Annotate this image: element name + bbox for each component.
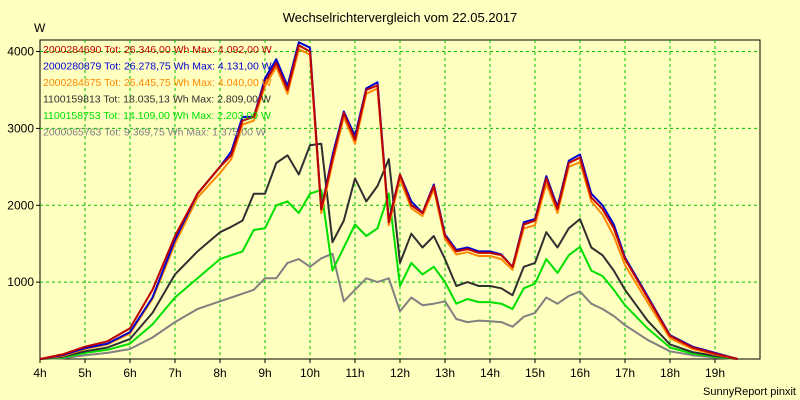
series-line [39, 142, 738, 360]
series-line [39, 44, 738, 360]
x-tick-label: 9h [258, 366, 271, 380]
x-tick-label: 4h [33, 366, 46, 380]
series-line [39, 48, 738, 360]
series-lines [39, 41, 738, 360]
series-line [39, 188, 738, 360]
x-tick-label: 5h [78, 366, 91, 380]
y-ticks: 1000 2000 3000 4000 [7, 45, 40, 289]
chart-title: Wechselrichtervergleich vom 22.05.2017 [283, 10, 518, 25]
y-tick-label: 1000 [7, 275, 34, 289]
legend-entry: 2000065763 Tot: 9.369,75 Wh Max: 1.375,0… [43, 127, 266, 139]
legend-entry: 2000280879 Tot: 26.278,75 Wh Max: 4.131,… [43, 61, 272, 73]
legend: 2000284690 Tot: 26.346,00 Wh Max: 4.092,… [43, 44, 272, 139]
y-tick-label: 2000 [7, 198, 34, 212]
y-tick-label: 3000 [7, 121, 34, 135]
x-tick-label: 11h [345, 366, 364, 380]
legend-entry: 2000284675 Tot: 25.445,75 Wh Max: 4.040,… [43, 77, 272, 89]
x-tick-label: 16h [570, 366, 590, 380]
x-tick-label: 14h [480, 366, 500, 380]
x-tick-label: 19h [705, 366, 725, 380]
x-tick-label: 17h [615, 366, 635, 380]
x-ticks: 4h 5h 6h 7h 8h 9h 10h 11h 12h 13h 14h 15h 16h 17h 18h 1… [33, 359, 725, 380]
x-tick-label: 18h [660, 366, 680, 380]
x-tick-label: 8h [213, 366, 226, 380]
x-tick-label: 13h [435, 366, 455, 380]
x-tick-label: 12h [390, 366, 410, 380]
x-tick-label: 7h [168, 366, 181, 380]
y-axis-unit: W [34, 21, 46, 35]
x-tick-label: 6h [123, 366, 136, 380]
y-tick-label: 4000 [7, 45, 34, 59]
chart-footer: SunnyReport pinxit [703, 386, 796, 398]
x-tick-label: 15h [525, 366, 545, 380]
legend-entry: 1100158753 Tot: 14.109,00 Wh Max: 2.203,… [43, 110, 271, 122]
series-line [39, 252, 738, 360]
legend-entry: 2000284690 Tot: 26.346,00 Wh Max: 4.092,… [43, 44, 272, 56]
legend-entry: 1100159813 Tot: 18.035,13 Wh Max: 2.809,… [43, 94, 271, 106]
x-tick-label: 10h [300, 366, 320, 380]
